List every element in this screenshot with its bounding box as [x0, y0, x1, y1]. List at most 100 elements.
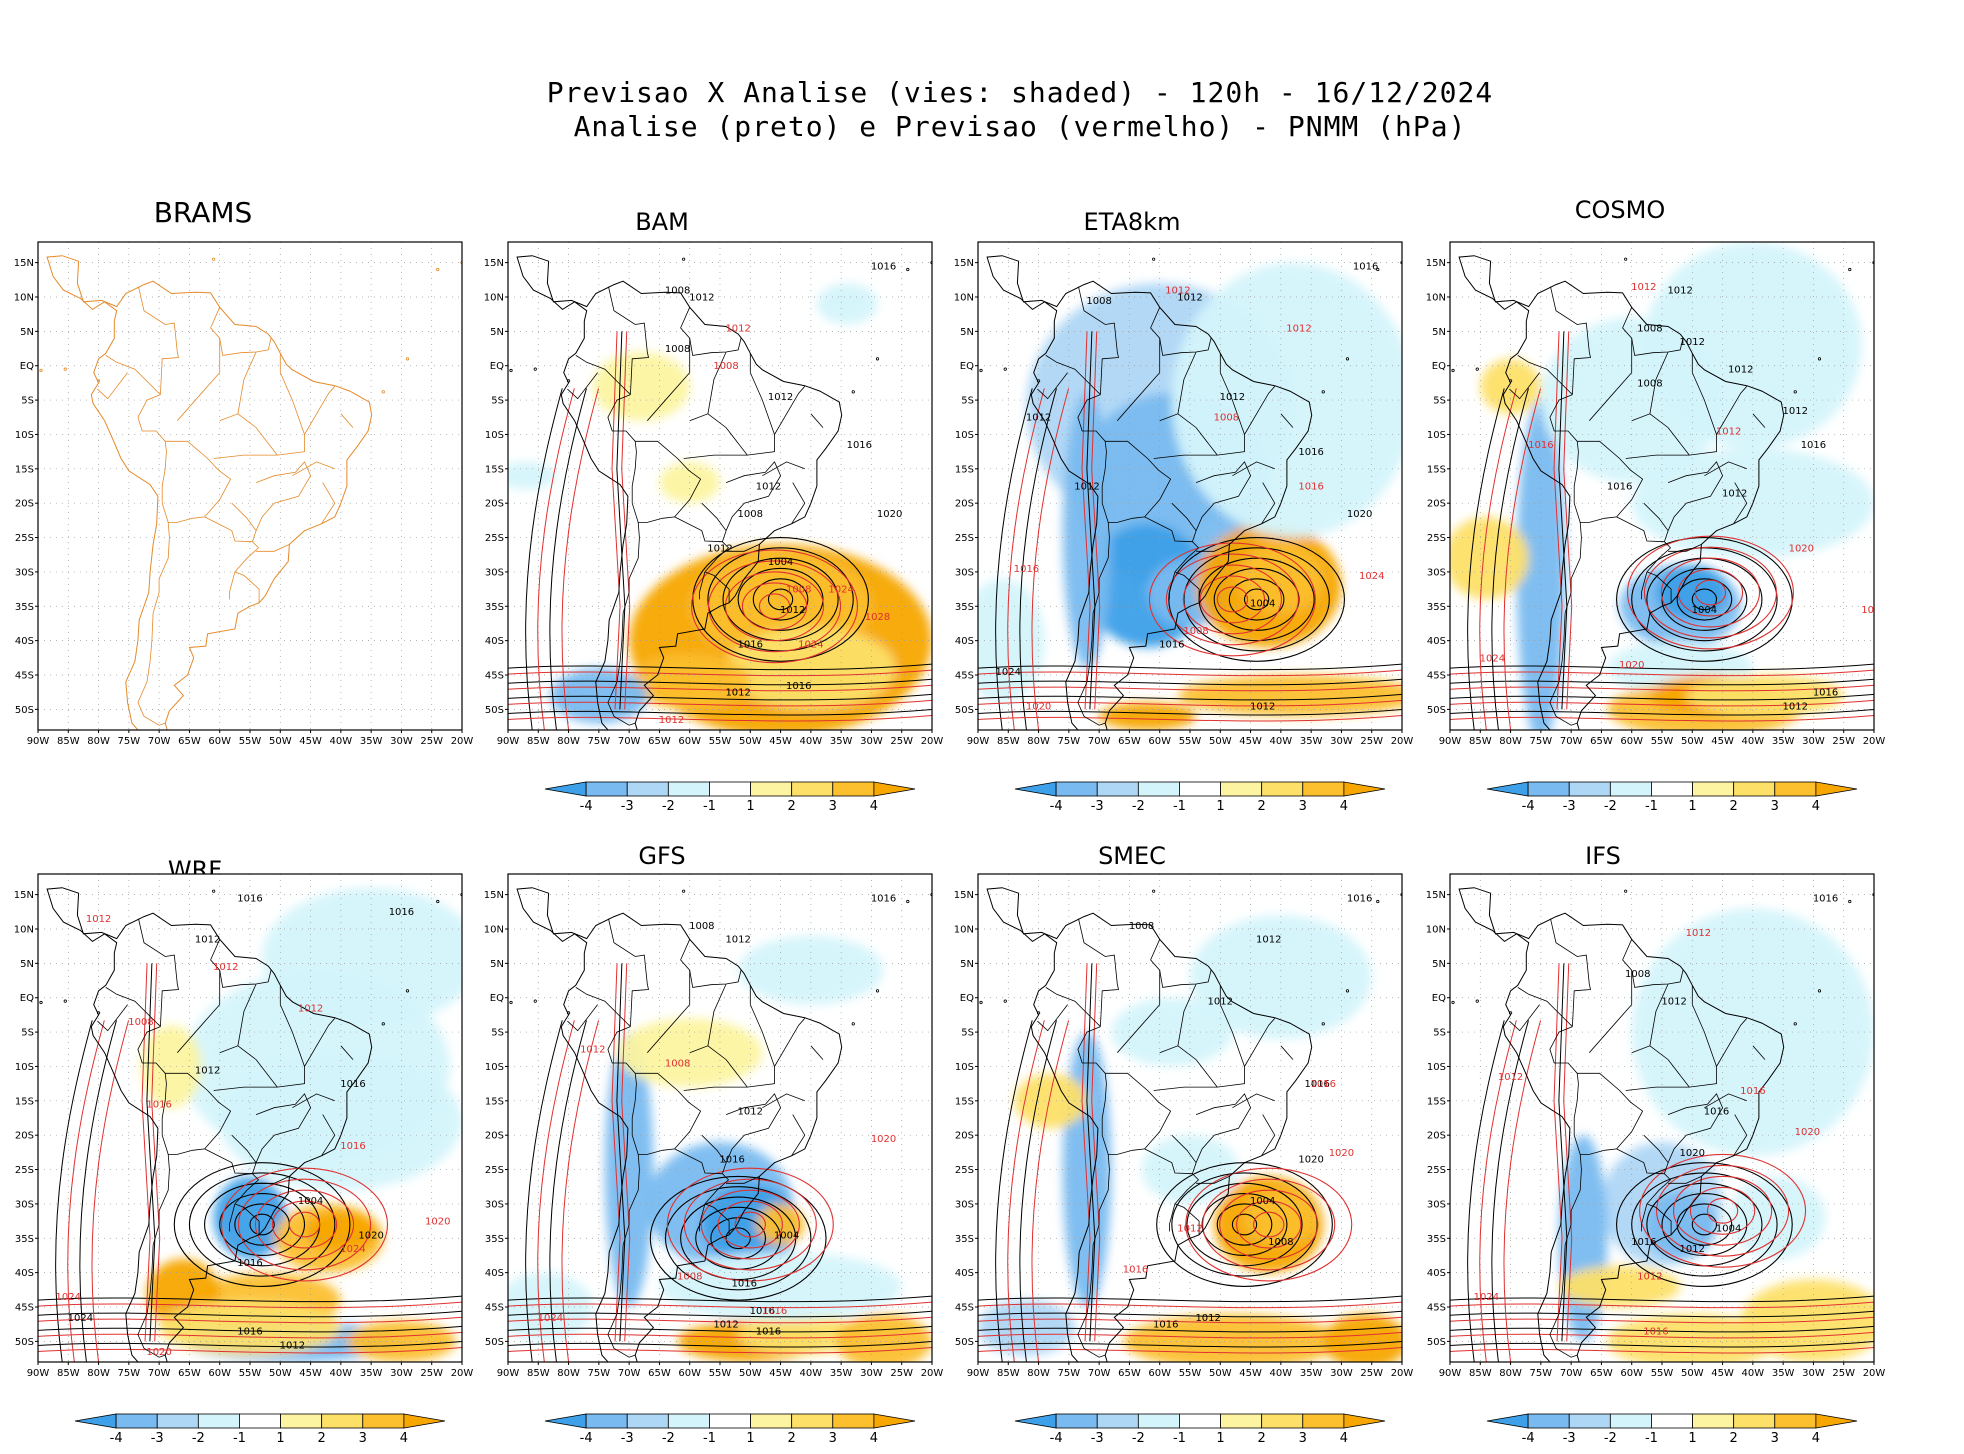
lat-label: 15N	[1426, 258, 1446, 269]
isobar-label: 1016	[237, 893, 262, 904]
bias-area	[262, 887, 462, 1026]
lat-label: 50S	[955, 705, 974, 716]
lon-label: 90W	[967, 736, 990, 747]
colorbar-swatch	[1179, 1413, 1221, 1429]
analysis-isobar	[1450, 1295, 1874, 1303]
isobar-label: 1016	[146, 1100, 171, 1111]
lat-label: 35S	[15, 1234, 34, 1245]
country-border	[1550, 286, 1591, 395]
analysis-isobar	[1450, 1325, 1874, 1333]
forecast-isobar	[1253, 1211, 1285, 1238]
pressure-contours	[1450, 331, 1874, 730]
isobar-label: 1008	[1625, 969, 1650, 980]
country-border	[1549, 1026, 1579, 1101]
isobar-label: 1016	[1298, 447, 1323, 458]
isobar-label: 1012	[659, 715, 684, 726]
country-border	[607, 522, 640, 726]
island	[509, 1000, 513, 1005]
country-border	[1195, 1093, 1252, 1163]
analysis-isobar	[508, 678, 932, 686]
lat-label: 35S	[485, 602, 504, 613]
island	[533, 367, 537, 371]
lat-label: 40S	[955, 1268, 974, 1279]
forecast-isobar	[1081, 963, 1091, 1342]
colorbar-label: 3	[359, 1431, 367, 1446]
bias-area	[1171, 262, 1402, 538]
island	[63, 999, 67, 1003]
country-border	[1716, 1018, 1748, 1067]
lat-label: 10S	[1427, 430, 1446, 441]
lon-label: 70W	[618, 736, 641, 747]
country-border	[1244, 1018, 1276, 1067]
colorbar-label: -2	[662, 1431, 675, 1446]
lon-label: 65W	[648, 736, 671, 747]
country-border	[1232, 461, 1275, 477]
isobar-labels: 1016 1016 1012 1012 1012 1012 1008 1012 1016 1016…	[56, 893, 451, 1358]
country-border	[1517, 355, 1573, 395]
lon-label: 35W	[360, 1368, 383, 1379]
lon-label: 60W	[1620, 736, 1643, 747]
country-border	[1077, 522, 1110, 726]
analysis-isobar	[616, 963, 626, 1342]
isobar-label: 1012	[768, 392, 793, 403]
isobar-label: 1004	[1250, 598, 1275, 609]
forecast-isobar	[1199, 575, 1266, 624]
country-border	[1550, 918, 1591, 1027]
isobar-label: 1012	[780, 605, 805, 616]
isobar-label: 1008	[665, 1058, 690, 1069]
forecast-isobar	[1165, 553, 1299, 646]
forecast-isobar	[758, 593, 791, 620]
isobar-label: 1024	[1480, 653, 1505, 664]
lat-label: 10N	[954, 292, 974, 303]
lon-label: 65W	[178, 1368, 201, 1379]
lon-label: 35W	[830, 736, 853, 747]
colorbar-swatch	[1302, 781, 1345, 797]
forecast-isobar	[561, 1020, 600, 1362]
isobar-label: 1008	[665, 344, 690, 355]
colorbar-swatch	[1568, 1413, 1611, 1429]
lon-label: 55W	[1179, 736, 1202, 747]
forecast-isobar	[1450, 669, 1874, 677]
country-border	[726, 544, 760, 552]
analysis-isobar	[1450, 678, 1874, 686]
lon-label: 35W	[1300, 1368, 1323, 1379]
pressure-contours	[978, 331, 1402, 730]
forecast-isobar	[508, 715, 932, 722]
lat-label: 45S	[1427, 1303, 1446, 1314]
lat-label: 5N	[20, 327, 34, 338]
lon-label: 20W	[921, 736, 944, 747]
lat-label: 50S	[485, 705, 504, 716]
lat-label: EQ	[1432, 361, 1446, 372]
lon-label: 70W	[1088, 1368, 1111, 1379]
forecast-isobar	[1694, 579, 1727, 606]
lon-label: 40W	[330, 736, 353, 747]
country-border	[575, 355, 631, 395]
bias-area	[659, 1252, 902, 1321]
country-border	[1549, 1154, 1582, 1358]
country-border	[340, 1045, 354, 1060]
lat-label: 30S	[15, 567, 34, 578]
lon-label: 60W	[1148, 1368, 1171, 1379]
lon-label: 70W	[618, 1368, 641, 1379]
country-border	[1261, 482, 1276, 525]
lat-label: 35S	[1427, 1234, 1446, 1245]
country-border	[1168, 1203, 1176, 1232]
country-border	[1622, 307, 1684, 356]
isobar-label: 1008	[1268, 1237, 1293, 1248]
isobar-label: 1020	[1026, 701, 1051, 712]
lon-label: 55W	[1179, 1368, 1202, 1379]
analysis-isobar	[1450, 663, 1874, 671]
lat-label: 10N	[14, 292, 34, 303]
island	[1003, 999, 1007, 1003]
lat-label: 10N	[484, 292, 504, 303]
isobar-label: 1012	[707, 543, 732, 554]
analysis-isobar	[1676, 578, 1733, 621]
colorbar-swatch	[585, 781, 628, 797]
isobar-label: 1008	[677, 1272, 702, 1283]
isobar-label: 1012	[213, 962, 238, 973]
country-border	[1174, 1173, 1200, 1205]
lat-label: 15S	[15, 464, 34, 475]
lat-label: EQ	[960, 993, 974, 1004]
country-border	[680, 939, 742, 988]
isobar-label: 1016	[871, 893, 896, 904]
